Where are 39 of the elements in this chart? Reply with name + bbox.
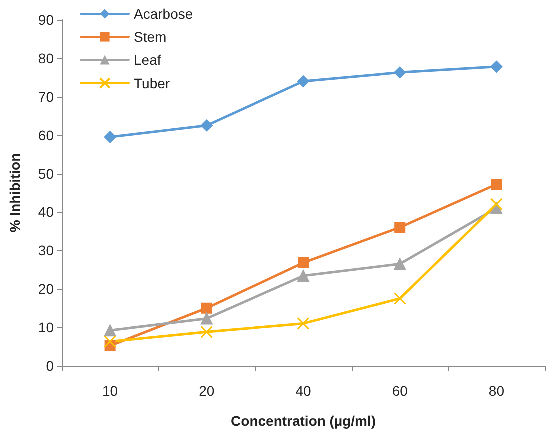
point: [394, 222, 406, 234]
y-tick-label: 60: [38, 127, 54, 144]
y-tick-label: 40: [38, 204, 54, 220]
point: [298, 257, 309, 268]
point: [104, 324, 116, 337]
point: [297, 317, 310, 330]
point: [200, 120, 213, 132]
x-tick-label: 80: [488, 383, 505, 399]
x-tick-label: 10: [102, 383, 118, 399]
y-tick-label: 20: [38, 281, 54, 298]
x-axis-title: Concentration (µg/ml): [231, 413, 376, 429]
point: [200, 326, 214, 338]
point: [394, 292, 406, 305]
x-tick-label: 60: [392, 383, 408, 399]
point: [490, 60, 503, 73]
point: [298, 270, 310, 282]
point: [491, 179, 502, 190]
y-tick-label: 30: [38, 242, 54, 259]
point: [200, 312, 213, 325]
x-tick-label: 20: [199, 383, 215, 399]
point: [490, 198, 503, 211]
point: [104, 336, 117, 348]
y-tick-label: 80: [38, 50, 54, 66]
y-axis-title: % Inhibition: [7, 153, 23, 233]
legend-label: Acarbose: [134, 6, 194, 22]
legend-label: Tuber: [134, 75, 170, 92]
point: [298, 76, 310, 88]
point: [201, 302, 212, 314]
y-tick-label: 90: [38, 12, 54, 28]
y-tick-label: 70: [38, 88, 54, 105]
x-tick-label: 40: [296, 383, 312, 399]
y-tick-label: 10: [38, 320, 54, 336]
legend-label: Leaf: [134, 52, 162, 68]
legend-label: Stem: [134, 29, 167, 45]
y-tick-label: 0: [46, 358, 54, 374]
point: [394, 66, 406, 79]
point: [104, 131, 116, 144]
point: [394, 258, 406, 270]
y-tick-label: 50: [38, 166, 54, 182]
